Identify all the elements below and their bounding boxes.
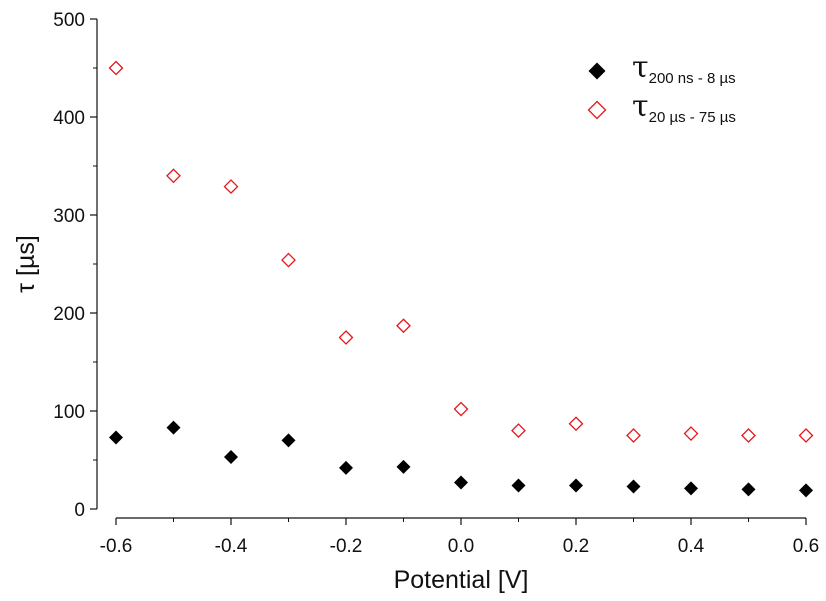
y-tick-label: 200 [53, 304, 85, 325]
data-point-filled-diamond [281, 433, 296, 448]
legend-item-series-2: τ20 µs - 75 µs [587, 89, 736, 126]
data-point-open-diamond [166, 168, 181, 184]
data-point-filled-diamond [684, 481, 698, 496]
x-tick-label: 0.6 [793, 536, 819, 557]
x-axis-title: Potential [V] [394, 566, 529, 594]
x-tick-label: -0.2 [330, 536, 363, 557]
data-point-filled-diamond [511, 478, 526, 493]
data-point-open-diamond [223, 179, 239, 194]
y-axis-title: τ [µs] [12, 235, 40, 293]
data-point-open-diamond [626, 428, 641, 443]
data-point-open-diamond [741, 428, 756, 443]
legend-marker-open-diamond [587, 100, 607, 120]
data-point-filled-diamond [454, 475, 468, 490]
legend-subscript: 200 ns - 8 µs [649, 70, 736, 87]
data-point-filled-diamond [626, 479, 641, 494]
legend-label-series-1: τ200 ns - 8 µs [632, 50, 736, 87]
data-point-open-diamond [396, 318, 411, 334]
legend-marker-filled-diamond [588, 62, 606, 80]
data-point-filled-diamond [799, 483, 813, 498]
data-point-open-diamond [568, 416, 584, 432]
x-ticks: -0.6 -0.4 -0.2 0.0 0.2 0.4 0.6 [100, 518, 819, 557]
x-tick-label: -0.6 [100, 536, 133, 557]
legend-subscript: 20 µs - 75 µs [649, 109, 736, 126]
data-point-filled-diamond [224, 450, 238, 465]
x-tick-label: 0.0 [448, 536, 474, 557]
data-point-open-diamond [281, 252, 296, 268]
data-point-open-diamond [683, 426, 699, 441]
legend-label-series-2: τ20 µs - 75 µs [632, 89, 736, 126]
data-point-filled-diamond [569, 478, 583, 493]
x-tick-label: 0.2 [563, 536, 589, 557]
x-tick-label: -0.4 [215, 536, 248, 557]
data-point-filled-diamond [396, 459, 411, 474]
x-tick-label: 0.4 [678, 536, 705, 557]
data-point-open-diamond [511, 423, 526, 439]
data-markers [108, 60, 814, 498]
data-point-open-diamond [453, 401, 469, 417]
legend-tau-symbol: τ [632, 89, 649, 124]
data-point-filled-diamond [741, 482, 756, 497]
legend-tau-symbol: τ [632, 50, 649, 85]
legend-item-series-1: τ200 ns - 8 µs [588, 50, 736, 87]
data-point-filled-diamond [109, 430, 123, 445]
y-tick-label: 0 [74, 500, 85, 521]
y-tick-label: 100 [53, 402, 85, 423]
y-tick-label: 500 [53, 10, 85, 31]
y-ticks: 0 100 200 300 400 500 [53, 10, 97, 521]
axes [96, 19, 806, 519]
data-point-open-diamond [798, 428, 814, 443]
legend: τ200 ns - 8 µs τ20 µs - 75 µs [587, 50, 736, 126]
data-point-open-diamond [108, 60, 124, 76]
data-point-filled-diamond [166, 420, 181, 435]
data-point-filled-diamond [339, 460, 353, 475]
y-tick-label: 300 [53, 206, 85, 227]
y-tick-label: 400 [53, 108, 85, 129]
data-point-open-diamond [338, 330, 354, 345]
